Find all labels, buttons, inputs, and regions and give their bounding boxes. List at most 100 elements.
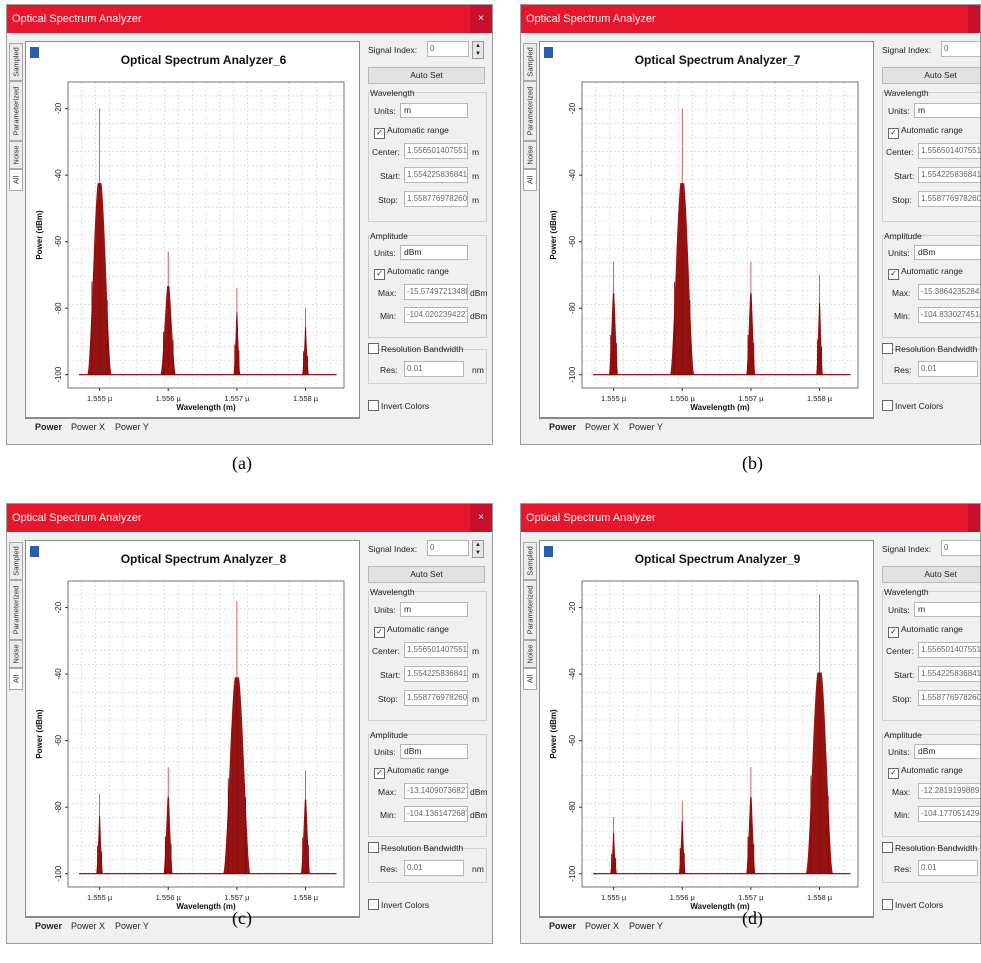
y-tick-label: -40: [54, 668, 63, 680]
bottom-tab[interactable]: Power X: [585, 921, 620, 931]
side-tab-label: Noise: [11, 145, 21, 165]
checkbox-checked-icon[interactable]: ✓: [374, 269, 385, 280]
bottom-tab[interactable]: Power: [549, 422, 577, 432]
side-tab[interactable]: Sampled: [523, 542, 537, 580]
close-icon[interactable]: [968, 504, 980, 532]
checkbox-unchecked-icon[interactable]: [882, 842, 893, 853]
side-tab[interactable]: Sampled: [9, 43, 23, 81]
bottom-tab[interactable]: Power Y: [629, 921, 663, 931]
side-tab[interactable]: All: [523, 169, 537, 191]
checkbox-unchecked-icon[interactable]: [882, 343, 893, 354]
checkbox-checked-icon[interactable]: ✓: [888, 768, 899, 779]
resolution-bandwidth-toggle[interactable]: Resolution Bandwidth: [882, 343, 977, 354]
signal-index-input[interactable]: 0: [427, 540, 469, 556]
side-tab[interactable]: Parameterized: [9, 580, 23, 640]
checkbox-unchecked-icon[interactable]: [368, 842, 379, 853]
amplitude-units-select[interactable]: dBm: [914, 744, 980, 759]
bottom-tab[interactable]: Power X: [585, 422, 620, 432]
checkbox-unchecked-icon[interactable]: [882, 899, 893, 910]
resolution-bandwidth-toggle[interactable]: Resolution Bandwidth: [368, 343, 463, 354]
close-icon[interactable]: ×: [470, 504, 492, 532]
bottom-tab[interactable]: Power Y: [115, 422, 149, 432]
wavelength-units-select[interactable]: m: [400, 602, 468, 617]
y-tick-label: -80: [54, 302, 63, 314]
checkbox-unchecked-icon[interactable]: [368, 400, 379, 411]
wavelength-auto-range[interactable]: ✓ Automatic range: [888, 624, 963, 638]
side-tab[interactable]: Noise: [523, 141, 537, 169]
side-tab[interactable]: Noise: [9, 640, 23, 668]
auto-set-button[interactable]: Auto Set: [882, 67, 980, 84]
signal-index-spinner[interactable]: ▲ ▼: [472, 41, 484, 59]
amplitude-auto-range[interactable]: ✓ Automatic range: [888, 266, 963, 280]
invert-colors-toggle[interactable]: Invert Colors: [368, 899, 429, 910]
spectrum-chart: Optical Spectrum Analyzer_7 -20 -40 -60 -80 -…: [544, 47, 859, 412]
close-icon[interactable]: ×: [470, 5, 492, 33]
auto-set-button[interactable]: Auto Set: [368, 566, 485, 583]
checkbox-unchecked-icon[interactable]: [368, 343, 379, 354]
bottom-tab[interactable]: Power X: [71, 921, 106, 931]
amplitude-auto-range[interactable]: ✓ Automatic range: [888, 765, 963, 779]
bottom-tab[interactable]: Power: [549, 921, 577, 931]
side-tab[interactable]: Parameterized: [523, 81, 537, 141]
checkbox-checked-icon[interactable]: ✓: [374, 128, 385, 139]
side-tab[interactable]: Noise: [9, 141, 23, 169]
amplitude-units-select[interactable]: dBm: [400, 245, 468, 260]
signal-index-input[interactable]: 0: [941, 540, 980, 556]
amplitude-auto-range[interactable]: ✓ Automatic range: [374, 266, 449, 280]
invert-colors-toggle[interactable]: Invert Colors: [368, 400, 429, 411]
checkbox-checked-icon[interactable]: ✓: [888, 269, 899, 280]
resolution-group: [368, 349, 487, 384]
chart-icon: [544, 546, 553, 557]
wavelength-units-select[interactable]: m: [914, 602, 980, 617]
close-icon[interactable]: [968, 5, 980, 33]
side-tab-label: Sampled: [525, 546, 535, 576]
bottom-tab[interactable]: Power: [35, 422, 63, 432]
side-tab[interactable]: Sampled: [523, 43, 537, 81]
bottom-tabs: Power Power X Power Y: [25, 917, 360, 935]
side-tab[interactable]: Parameterized: [9, 81, 23, 141]
x-tick-label: 1.555 µ: [601, 893, 627, 902]
signal-index-spinner[interactable]: ▲ ▼: [472, 540, 484, 558]
resolution-bandwidth-toggle[interactable]: Resolution Bandwidth: [882, 842, 977, 853]
side-tab[interactable]: All: [9, 169, 23, 191]
checkbox-checked-icon[interactable]: ✓: [374, 768, 385, 779]
side-tab[interactable]: All: [9, 668, 23, 690]
bottom-tab[interactable]: Power Y: [115, 921, 149, 931]
amplitude-units-select[interactable]: dBm: [400, 744, 468, 759]
checkbox-checked-icon[interactable]: ✓: [888, 128, 899, 139]
bottom-tab[interactable]: Power X: [71, 422, 106, 432]
side-tab[interactable]: Parameterized: [523, 580, 537, 640]
amplitude-units-select[interactable]: dBm: [914, 245, 980, 260]
resolution-bandwidth-label: Resolution Bandwidth: [381, 344, 464, 354]
resolution-bandwidth-toggle[interactable]: Resolution Bandwidth: [368, 842, 463, 853]
side-tab[interactable]: Noise: [523, 640, 537, 668]
amplitude-auto-range[interactable]: ✓ Automatic range: [374, 765, 449, 779]
wavelength-auto-range[interactable]: ✓ Automatic range: [888, 125, 963, 139]
bottom-tab[interactable]: Power: [35, 921, 63, 931]
stop-unit: m: [472, 694, 480, 704]
min-field: -104.0202394227: [404, 307, 468, 323]
invert-colors-toggle[interactable]: Invert Colors: [882, 400, 943, 411]
peak-body: [805, 672, 834, 874]
y-tick-label: -60: [568, 235, 577, 247]
auto-set-button[interactable]: Auto Set: [882, 566, 980, 583]
plot-frame: [581, 580, 859, 888]
wavelength-units-select[interactable]: m: [914, 103, 980, 118]
side-tab[interactable]: All: [523, 668, 537, 690]
bottom-tab[interactable]: Power Y: [629, 422, 663, 432]
spectral-peak: [160, 251, 176, 375]
y-tick-label: -60: [54, 235, 63, 247]
signal-index-input[interactable]: 0: [941, 41, 980, 57]
checkbox-checked-icon[interactable]: ✓: [888, 627, 899, 638]
resolution-group: [882, 848, 980, 883]
auto-set-button[interactable]: Auto Set: [368, 67, 485, 84]
checkbox-checked-icon[interactable]: ✓: [374, 627, 385, 638]
checkbox-unchecked-icon[interactable]: [882, 400, 893, 411]
checkbox-unchecked-icon[interactable]: [368, 899, 379, 910]
wavelength-auto-range[interactable]: ✓ Automatic range: [374, 125, 449, 139]
side-tab[interactable]: Sampled: [9, 542, 23, 580]
wavelength-units-select[interactable]: m: [400, 103, 468, 118]
invert-colors-toggle[interactable]: Invert Colors: [882, 899, 943, 910]
wavelength-auto-range[interactable]: ✓ Automatic range: [374, 624, 449, 638]
signal-index-input[interactable]: 0: [427, 41, 469, 57]
